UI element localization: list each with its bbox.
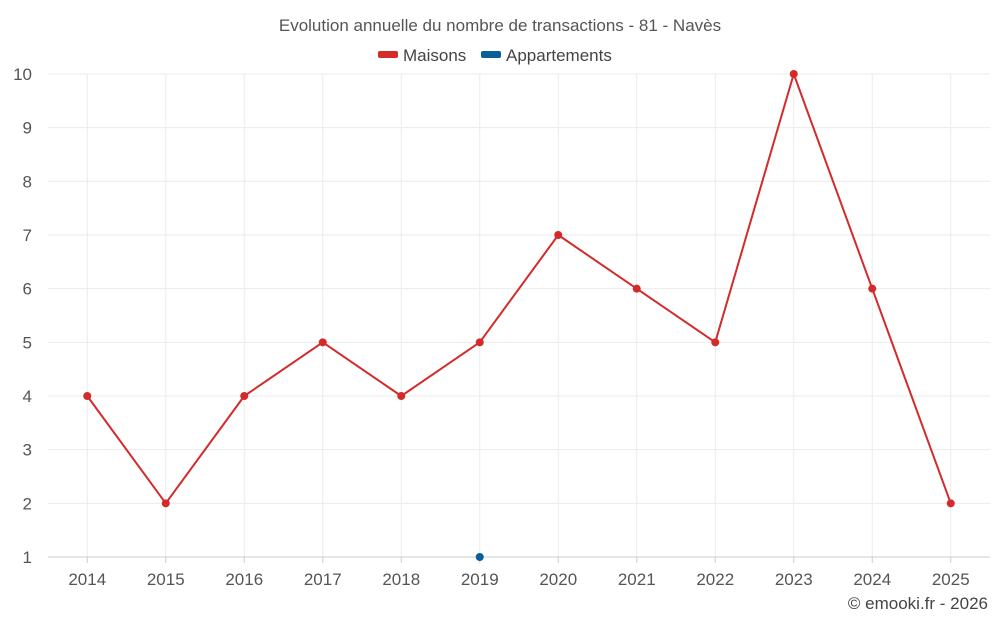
point-maisons-2020[interactable] [554, 231, 563, 239]
legend-label-appartements: Appartements [506, 46, 612, 65]
legend-label-maisons: Maisons [403, 46, 466, 65]
y-tick-label: 5 [23, 333, 32, 352]
y-tick-label: 8 [23, 172, 32, 191]
point-maisons-2015[interactable] [161, 499, 170, 508]
grid [48, 73, 990, 557]
point-maisons-2018[interactable] [397, 392, 406, 400]
x-axis: 2014 2015 2016 2017 2018 2019 2020 2021 2022 2023… [48, 556, 990, 589]
x-tick-label: 2014 [68, 570, 106, 589]
series-line-maisons [86, 73, 952, 505]
legend-swatch-appartements [481, 51, 501, 58]
point-maisons-2021[interactable] [632, 284, 641, 293]
y-tick-label: 6 [23, 280, 32, 299]
x-tick-label: 2016 [225, 570, 263, 589]
y-tick-label: 7 [23, 226, 32, 245]
y-tick-label: 1 [23, 548, 32, 567]
x-tick-label: 2020 [539, 570, 577, 589]
legend-item-maisons[interactable]: Maisons [378, 46, 466, 65]
legend-swatch-maisons [378, 51, 398, 58]
y-tick-label: 2 [23, 494, 32, 513]
point-maisons-2014[interactable] [83, 392, 92, 400]
x-tick-label: 2017 [304, 570, 342, 589]
x-tick-label: 2022 [696, 570, 734, 589]
y-tick-label: 10 [13, 65, 32, 84]
legend-item-appartements[interactable]: Appartements [481, 46, 612, 65]
point-maisons-2025[interactable] [946, 499, 955, 508]
point-maisons-2024[interactable] [868, 284, 877, 293]
point-maisons-2017[interactable] [318, 338, 327, 347]
x-tick-label: 2023 [775, 570, 813, 589]
point-maisons-2023[interactable] [789, 70, 798, 78]
credit-text: © emooki.fr - 2026 [848, 594, 988, 613]
point-maisons-2022[interactable] [711, 338, 720, 347]
x-tick-label: 2024 [853, 570, 891, 589]
x-tick-label: 2019 [461, 570, 499, 589]
x-tick-label: 2021 [618, 570, 656, 589]
x-tick-label: 2018 [382, 570, 420, 589]
x-tick-label: 2025 [932, 570, 970, 589]
y-tick-label: 3 [23, 441, 32, 460]
y-tick-label: 9 [23, 119, 32, 138]
series-layer [83, 70, 955, 561]
point-maisons-2016[interactable] [240, 392, 249, 400]
point-appartements-2019[interactable] [475, 553, 484, 561]
y-axis: 1 2 3 4 5 6 7 8 9 10 [13, 65, 32, 567]
y-tick-label: 4 [23, 387, 32, 406]
chart-title: Evolution annuelle du nombre de transact… [279, 16, 721, 35]
x-tick-label: 2015 [147, 570, 185, 589]
legend: Maisons Appartements [378, 46, 612, 65]
point-maisons-2019[interactable] [475, 338, 484, 347]
